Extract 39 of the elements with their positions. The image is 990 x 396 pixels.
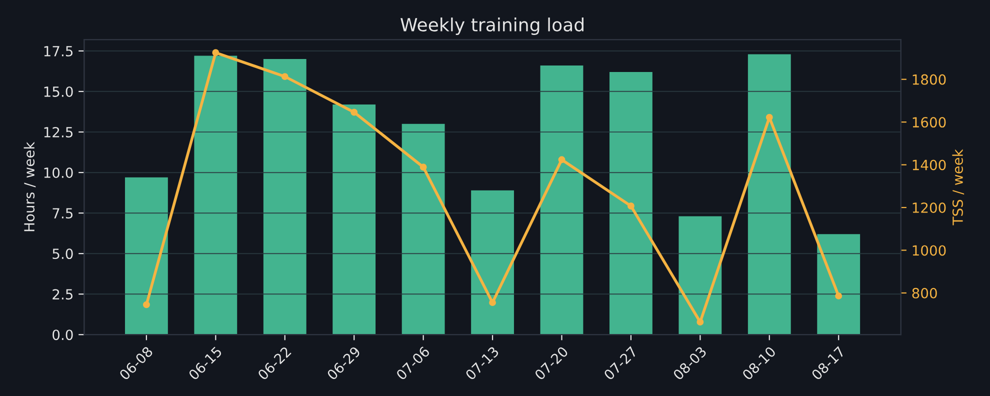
y-tick-label: 2.5: [52, 289, 73, 300]
point: [212, 49, 220, 56]
bar: [748, 54, 791, 335]
bar: [678, 216, 722, 335]
bar: [194, 56, 238, 335]
bar: [124, 177, 168, 335]
point: [696, 318, 704, 326]
y2-tick-label: 1400: [912, 160, 946, 170]
y2-tick-label: 1800: [912, 74, 946, 85]
y-tick-label: 15.0: [44, 86, 73, 97]
bar: [263, 59, 306, 335]
point: [350, 108, 358, 116]
y-tick-label: 12.5: [44, 126, 73, 138]
point: [558, 156, 566, 164]
y-tick-label: 0.0: [52, 330, 73, 340]
point: [420, 164, 427, 171]
y-tick-label: 10.0: [44, 167, 73, 178]
point: [281, 73, 288, 80]
point: [142, 301, 150, 308]
bar: [402, 124, 445, 335]
y2-tick-label: 1200: [912, 202, 946, 213]
point: [766, 114, 773, 121]
point: [489, 299, 496, 306]
bar: [817, 234, 860, 335]
bar: [540, 66, 584, 335]
bar: [471, 190, 514, 335]
point: [627, 202, 634, 210]
y2-tick-label: 1600: [912, 117, 946, 128]
y-tick-label: 7.5: [52, 208, 73, 219]
point: [835, 292, 842, 300]
y-tick-label: 17.5: [44, 46, 73, 56]
bar: [332, 104, 376, 335]
y2-tick-label: 1000: [912, 245, 946, 256]
y2-tick-label: 800: [912, 288, 937, 298]
chart-title: Weekly training load: [400, 18, 584, 36]
y-axis-title: Hours / week: [24, 142, 36, 232]
y-tick-label: 5.0: [52, 248, 73, 260]
y2-axis-title: TSS / week: [952, 149, 964, 226]
bar: [610, 72, 652, 335]
